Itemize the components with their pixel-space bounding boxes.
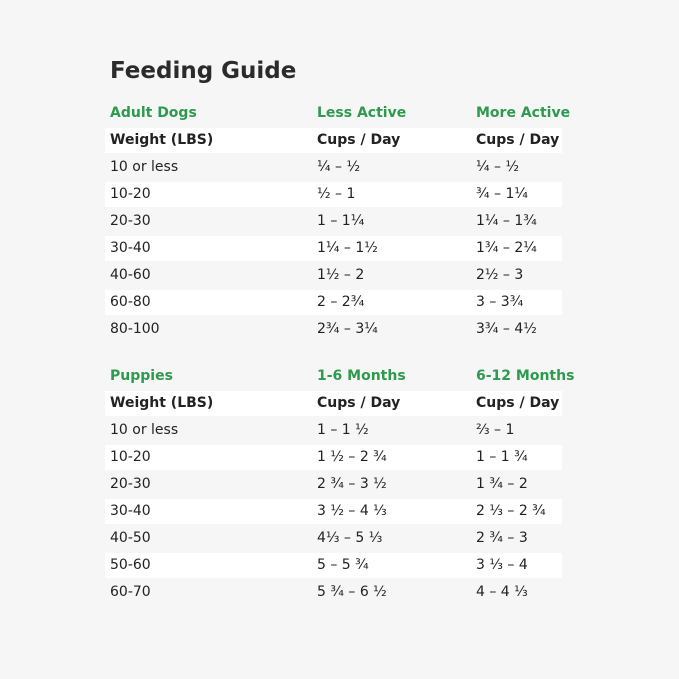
table-row: 40-50 4⅓ – 5 ⅓ 2 ¾ – 3 — [105, 526, 562, 551]
cell: 1 ¾ – 2 — [476, 476, 528, 492]
cell: 10 or less — [110, 159, 179, 175]
table-row: 10-20 1 ½ – 2 ¾ 1 – 1 ¾ — [105, 445, 562, 470]
cell: 60-70 — [110, 584, 151, 600]
cell: Cups / Day — [317, 395, 401, 411]
table-row: 30-40 3 ½ – 4 ⅓ 2 ⅓ – 2 ¾ — [105, 499, 562, 524]
cell: 2 – 2¾ — [317, 294, 365, 310]
cell: Cups / Day — [317, 132, 401, 148]
cell: 40-60 — [110, 267, 151, 283]
table-row: 10 or less 1 – 1 ½ ⅔ – 1 — [105, 418, 562, 443]
cell: 30-40 — [110, 503, 151, 519]
cell: Puppies — [110, 368, 173, 384]
cell: ⅔ – 1 — [476, 422, 515, 438]
cell: 4 – 4 ⅓ — [476, 584, 528, 600]
cell: 3 – 3¾ — [476, 294, 524, 310]
cell: 3 ⅓ – 4 — [476, 557, 528, 573]
cell: 10 or less — [110, 422, 179, 438]
cell: 10-20 — [110, 449, 151, 465]
table-row: 40-60 1½ – 2 2½ – 3 — [105, 263, 562, 288]
cell: Cups / Day — [476, 132, 560, 148]
cell: 2¾ – 3¼ — [317, 321, 378, 337]
table-row: 10-20 ½ – 1 ¾ – 1¼ — [105, 182, 562, 207]
cell: 60-80 — [110, 294, 151, 310]
section-header: Adult Dogs Less Active More Active — [105, 101, 570, 126]
cell: 1 – 1¼ — [317, 213, 365, 229]
cell: 4⅓ – 5 ⅓ — [317, 530, 383, 546]
table-row: 50-60 5 – 5 ¾ 3 ⅓ – 4 — [105, 553, 562, 578]
cell: ¼ – ½ — [476, 159, 520, 175]
cell: 1-6 Months — [317, 368, 406, 384]
cell: 1 – 1 ½ — [317, 422, 369, 438]
table-row: 60-70 5 ¾ – 6 ½ 4 – 4 ⅓ — [105, 580, 562, 605]
cell: 1¼ – 1½ — [317, 240, 378, 256]
cell: 1 – 1 ¾ — [476, 449, 528, 465]
cell: 2 ⅓ – 2 ¾ — [476, 503, 546, 519]
table-row: 20-30 1 – 1¼ 1¼ – 1¾ — [105, 209, 562, 234]
cell: More Active — [476, 105, 571, 121]
page-title: Feeding Guide — [110, 58, 297, 84]
cell: Cups / Day — [476, 395, 560, 411]
cell: 2½ – 3 — [476, 267, 524, 283]
cell: ½ – 1 — [317, 186, 356, 202]
column-header: Weight (LBS) Cups / Day Cups / Day — [105, 391, 562, 416]
cell: 6-12 Months — [476, 368, 575, 384]
cell: 80-100 — [110, 321, 160, 337]
cell: 1¼ – 1¾ — [476, 213, 537, 229]
cell: Less Active — [317, 105, 407, 121]
cell: 2 ¾ – 3 — [476, 530, 528, 546]
table-row: 10 or less ¼ – ½ ¼ – ½ — [105, 155, 562, 180]
table-row: 30-40 1¼ – 1½ 1¾ – 2¼ — [105, 236, 562, 261]
cell: 40-50 — [110, 530, 151, 546]
table-row: 60-80 2 – 2¾ 3 – 3¾ — [105, 290, 562, 315]
table-row: 80-100 2¾ – 3¼ 3¾ – 4½ — [105, 317, 562, 342]
section-header: Puppies 1-6 Months 6-12 Months — [105, 364, 574, 389]
cell: 3¾ – 4½ — [476, 321, 537, 337]
cell: ¾ – 1¼ — [476, 186, 528, 202]
cell: 1½ – 2 — [317, 267, 365, 283]
cell: 5 – 5 ¾ — [317, 557, 369, 573]
cell: 20-30 — [110, 476, 151, 492]
cell: Weight (LBS) — [110, 132, 214, 148]
cell: 2 ¾ – 3 ½ — [317, 476, 387, 492]
cell: 30-40 — [110, 240, 151, 256]
cell: 1¾ – 2¼ — [476, 240, 537, 256]
cell: 3 ½ – 4 ⅓ — [317, 503, 387, 519]
cell: Weight (LBS) — [110, 395, 214, 411]
cell: 1 ½ – 2 ¾ — [317, 449, 387, 465]
cell: 50-60 — [110, 557, 151, 573]
cell: 5 ¾ – 6 ½ — [317, 584, 387, 600]
column-header: Weight (LBS) Cups / Day Cups / Day — [105, 128, 562, 153]
cell: Adult Dogs — [110, 105, 197, 121]
cell: ¼ – ½ — [317, 159, 361, 175]
table-row: 20-30 2 ¾ – 3 ½ 1 ¾ – 2 — [105, 472, 562, 497]
cell: 10-20 — [110, 186, 151, 202]
cell: 20-30 — [110, 213, 151, 229]
